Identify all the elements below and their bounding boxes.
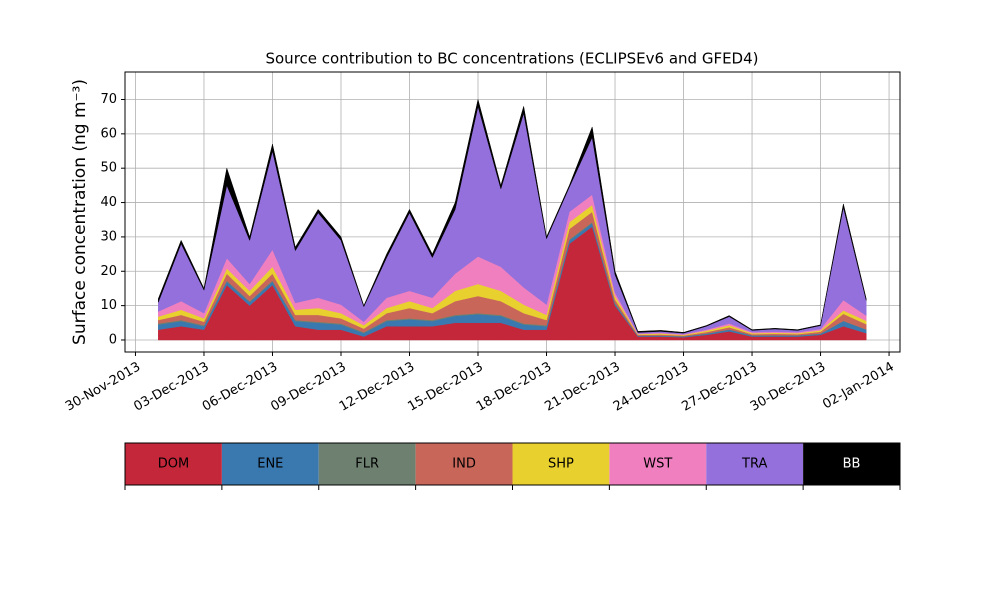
y-tick-label: 70 xyxy=(100,92,117,107)
legend-swatch xyxy=(221,443,319,485)
x-tick-label: 15-Dec-2013 xyxy=(405,360,485,415)
x-tick-label: 30-Nov-2013 xyxy=(63,360,143,415)
x-tick-label: 12-Dec-2013 xyxy=(337,360,417,415)
y-tick-label: 50 xyxy=(100,161,117,176)
legend-label: WST xyxy=(643,457,672,472)
legend-label: FLR xyxy=(355,457,379,472)
legend-swatch xyxy=(318,443,416,485)
x-tick-label: 18-Dec-2013 xyxy=(474,360,554,415)
legend-label: TRA xyxy=(741,457,767,472)
x-tick-label: 03-Dec-2013 xyxy=(131,360,211,415)
legend-swatch xyxy=(415,443,513,485)
x-tick-label: 24-Dec-2013 xyxy=(611,360,691,415)
legend-label: ENE xyxy=(257,457,283,472)
chart-title: Source contribution to BC concentrations… xyxy=(265,50,758,68)
x-tick-label: 30-Dec-2013 xyxy=(748,360,828,415)
legend-label: DOM xyxy=(158,457,189,472)
y-tick-label: 10 xyxy=(100,298,117,313)
plot-frame xyxy=(124,71,901,353)
y-tick-label: 30 xyxy=(100,229,117,244)
x-tick-label: 06-Dec-2013 xyxy=(200,360,280,415)
legend-label: IND xyxy=(452,457,476,472)
x-tick-label: 02-Jan-2014 xyxy=(820,360,897,413)
legend-frame xyxy=(124,442,901,486)
legend-label: BB xyxy=(843,457,861,472)
x-tick-label: 21-Dec-2013 xyxy=(542,360,622,415)
legend-swatch xyxy=(706,443,804,485)
y-tick-label: 20 xyxy=(100,264,117,279)
legend-swatch xyxy=(803,443,900,485)
y-axis-label: Surface concentration (ng m⁻³) xyxy=(70,79,90,345)
x-tick-label: 09-Dec-2013 xyxy=(268,360,348,415)
legend-swatch xyxy=(125,443,222,485)
legend-swatch xyxy=(512,443,610,485)
y-tick-label: 0 xyxy=(109,332,117,347)
y-tick-label: 40 xyxy=(100,195,117,210)
legend-label: SHP xyxy=(548,457,574,472)
legend-swatch xyxy=(609,443,707,485)
x-tick-label: 27-Dec-2013 xyxy=(679,360,759,415)
y-tick-label: 60 xyxy=(100,126,117,141)
area xyxy=(158,99,867,334)
